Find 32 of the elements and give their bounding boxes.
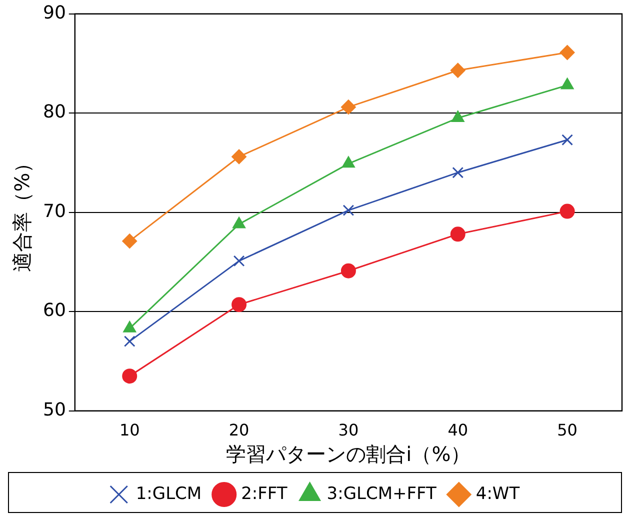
point xyxy=(233,255,245,267)
point xyxy=(232,149,247,164)
legend-label: 3:GLCM+FFT xyxy=(326,484,438,504)
point xyxy=(342,204,354,216)
point xyxy=(122,368,138,384)
point xyxy=(560,45,575,60)
y-tick-label: 50 xyxy=(43,399,66,420)
y-tick-label: 70 xyxy=(43,200,66,222)
y-tick-label: 90 xyxy=(43,2,66,24)
y-tick-label: 60 xyxy=(43,300,66,322)
point xyxy=(451,110,464,122)
point xyxy=(232,297,247,312)
point xyxy=(122,234,138,249)
x-tick-label: 30 xyxy=(338,420,359,440)
x-tick-label: 20 xyxy=(228,420,250,440)
legend-label: 4:WT xyxy=(476,484,520,504)
x-tick-label: 10 xyxy=(119,420,140,440)
point xyxy=(562,134,573,146)
y-tick-label: 80 xyxy=(43,102,66,123)
legend-label: 2:FFT xyxy=(241,484,288,504)
point xyxy=(450,62,466,78)
point xyxy=(452,166,464,178)
point xyxy=(340,100,356,115)
point xyxy=(450,226,466,242)
point xyxy=(340,263,356,278)
legend-label: 1:GLCM xyxy=(136,484,202,504)
y-axis-title: 適合率（%） xyxy=(10,152,34,272)
x-tick-label: 50 xyxy=(557,420,578,440)
point xyxy=(124,336,136,348)
x-tick-label: 40 xyxy=(448,420,468,440)
point xyxy=(560,204,575,219)
x-axis-title: 学習パターンの割合i（%） xyxy=(226,442,471,466)
